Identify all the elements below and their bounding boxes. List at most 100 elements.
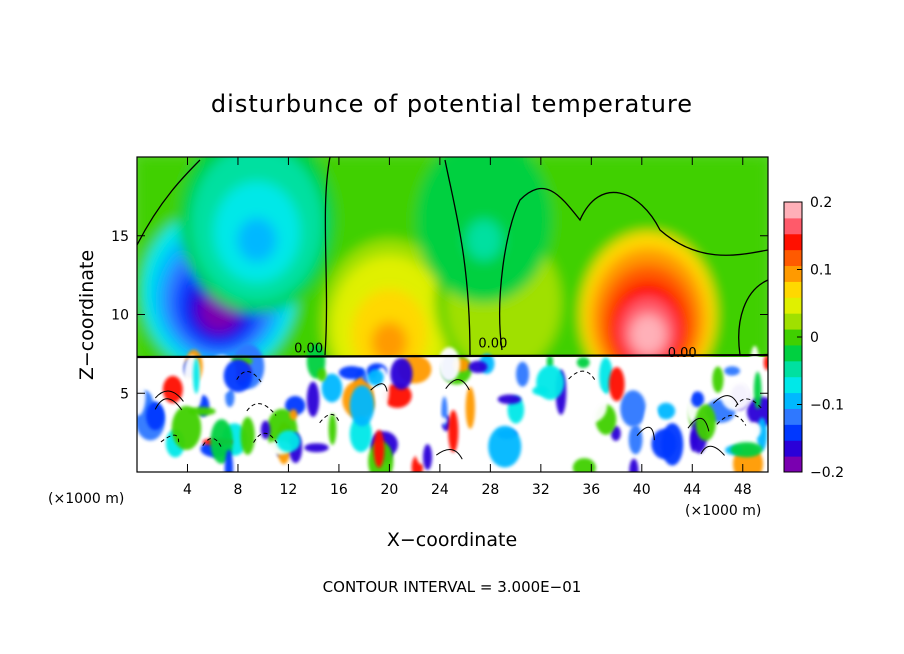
turbulent-patch (438, 347, 461, 382)
turbulent-patch (390, 357, 413, 390)
contour-line (444, 159, 471, 356)
colorbar: 0.2 0.1 0 −0.1 −0.2 (783, 195, 844, 481)
x-axis: 4 8 12 16 20 24 28 32 36 40 44 48 (183, 157, 752, 498)
contour-line-lower (370, 383, 388, 392)
field-feature-4 (484, 298, 521, 340)
turbulent-patch (651, 429, 677, 459)
x-tick-label: 8 (233, 482, 242, 498)
contour-line-lower (636, 426, 655, 441)
turbulent-patch (260, 420, 271, 440)
colorbar-swatch (784, 456, 802, 473)
turbulent-patch (546, 355, 554, 369)
turbulent-patch (629, 458, 639, 472)
contour-line-lower (712, 395, 739, 406)
contour-line-lower (236, 371, 264, 385)
y-tick-label: 10 (111, 308, 129, 324)
turbulent-patch (644, 404, 659, 443)
turbulent-patch (224, 449, 234, 472)
colorbar-tick-label: −0.1 (810, 398, 844, 414)
contour-line-lower (160, 434, 180, 443)
turbulent-patch (576, 357, 590, 368)
turbulent-patch (572, 458, 596, 472)
contour-line-lower (700, 445, 725, 456)
turbulent-patch (240, 416, 255, 455)
field-feature-3 (371, 321, 408, 363)
contour-labels: 0.00 0.00 0.00 (294, 337, 697, 361)
colorbar-tick-label: 0 (810, 330, 819, 346)
turbulent-patch (448, 410, 459, 453)
x-tick-label: 36 (582, 482, 600, 498)
x-tick-label: 48 (734, 482, 752, 498)
turbulent-patch (468, 360, 488, 373)
turbulent-patch (685, 359, 692, 400)
y-axis-label: Z−coordinate (76, 250, 98, 380)
contour-line (499, 187, 768, 351)
turbulent-patch (515, 361, 530, 387)
turbulent-patch (137, 376, 146, 416)
colorbar-swatch (784, 344, 802, 362)
contour-label-0: 0.00 (294, 341, 323, 356)
turbulent-patch (423, 444, 433, 471)
turbulent-patch (720, 378, 752, 412)
contour-interval-note: CONTOUR INTERVAL = 3.000E−01 (323, 578, 582, 596)
colorbar-swatch (784, 408, 802, 425)
turbulent-patch (691, 391, 704, 408)
colorbar-swatch (784, 265, 802, 282)
contour-line-lower (154, 398, 183, 411)
turbulent-patch (724, 366, 741, 376)
turbulent-patch (321, 373, 343, 403)
x-tick-label: 20 (380, 482, 398, 498)
contour-lines (137, 157, 768, 460)
y-tick-label: 15 (111, 229, 129, 245)
field-feature-1 (237, 217, 277, 263)
turbulent-patch (712, 366, 724, 393)
turbulent-patch (289, 409, 298, 421)
interface-contour (137, 353, 768, 359)
turbulent-patch (304, 419, 311, 435)
field-feature-5 (466, 219, 503, 261)
x-tick-label: 24 (431, 482, 449, 498)
turbulent-patch (483, 413, 493, 435)
plot-area (137, 157, 768, 472)
colorbar-tick-label: 0.1 (810, 263, 832, 279)
turbulent-patch (763, 355, 768, 371)
turbulent-patch (656, 402, 676, 420)
x-tick-label: 12 (280, 482, 298, 498)
turbulent-patch (276, 430, 301, 453)
colorbar-tick-label: 0.2 (810, 195, 832, 211)
colorbar-swatch (784, 392, 802, 409)
x-tick-label: 44 (683, 482, 701, 498)
turbulent-patch (730, 442, 763, 458)
colorbar-swatch (784, 329, 802, 346)
turbulent-patch (328, 413, 337, 445)
x-unit-left: (×1000 m) (48, 491, 124, 507)
contour-line-lower (445, 379, 470, 391)
lower-field (137, 343, 768, 472)
x-tick-label: 4 (183, 482, 192, 498)
turbulent-patch (488, 425, 522, 468)
turbulent-patch (608, 367, 625, 402)
contour-label-2: 0.00 (668, 346, 697, 361)
turbulent-patch (373, 429, 385, 468)
colorbar-swatch (784, 217, 802, 235)
contour-line-lower (154, 390, 184, 402)
y-tick-label: 5 (120, 386, 129, 402)
y-axis: 5 10 15 (111, 229, 768, 402)
colorbar-swatch (784, 202, 802, 219)
turbulent-patch (367, 369, 384, 386)
colorbar-swatch (784, 360, 802, 378)
contour-line-lower (319, 413, 341, 424)
contour-line-lower (716, 414, 747, 426)
x-tick-label: 40 (633, 482, 651, 498)
chart-title: disturbunce of potential temperature (211, 90, 693, 118)
contour-line-lower (735, 398, 763, 409)
field-feature-2 (630, 314, 667, 355)
contour-line (324, 157, 331, 356)
turbulent-patch (317, 368, 327, 382)
turbulent-patch (628, 424, 643, 455)
contour-line-lower (246, 403, 277, 416)
x-tick-label: 32 (532, 482, 550, 498)
colorbar-swatch (784, 424, 802, 441)
turbulent-patch (304, 443, 329, 453)
